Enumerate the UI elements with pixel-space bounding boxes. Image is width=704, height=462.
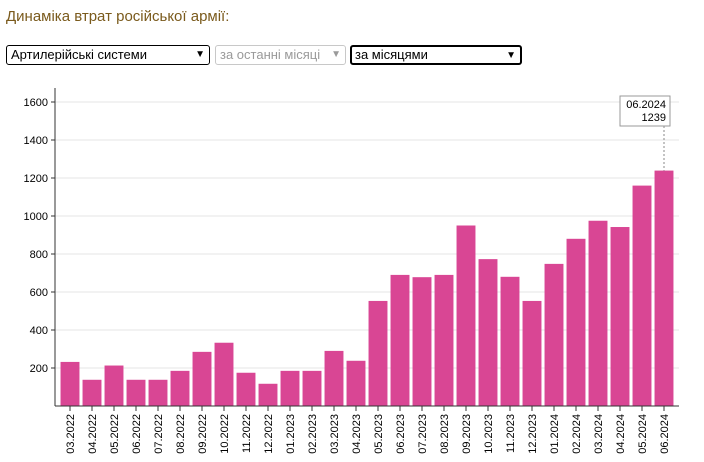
x-tick-label: 07.2023	[417, 414, 429, 454]
period-select: за останні місяці ▼	[215, 45, 346, 65]
y-tick-label: 1600	[24, 97, 48, 109]
x-tick-label: 12.2022	[263, 414, 275, 454]
x-tick-label: 04.2022	[87, 414, 99, 454]
period-select-value: за останні місяці	[220, 47, 321, 62]
chevron-down-icon: ▼	[195, 49, 205, 60]
bar-07.2023[interactable]	[412, 277, 432, 406]
bar-09.2022[interactable]	[192, 351, 212, 406]
bar-03.2022[interactable]	[60, 361, 80, 406]
x-tick-label: 09.2022	[197, 414, 209, 454]
bar-12.2022[interactable]	[258, 383, 278, 406]
bar-03.2023[interactable]	[324, 350, 344, 406]
tooltip-value: 1239	[642, 112, 666, 124]
x-tick-label: 02.2023	[307, 414, 319, 454]
chevron-down-icon: ▼	[506, 50, 516, 61]
bar-06.2023[interactable]	[390, 274, 410, 406]
x-tick-label: 01.2023	[285, 414, 297, 454]
tooltip-label: 06.2024	[626, 99, 666, 111]
bar-04.2024[interactable]	[610, 227, 630, 406]
x-tick-label: 02.2024	[571, 414, 583, 454]
y-tick-label: 200	[30, 363, 48, 375]
bar-10.2023[interactable]	[478, 259, 498, 406]
x-tick-label: 04.2024	[615, 414, 627, 454]
x-tick-label: 04.2023	[351, 414, 363, 454]
y-tick-label: 1200	[24, 173, 48, 185]
tooltip: 06.2024 1239	[619, 95, 671, 171]
bar-09.2023[interactable]	[456, 225, 476, 407]
x-tick-label: 11.2022	[241, 414, 253, 453]
grouping-select-value: за місяцями	[355, 47, 428, 62]
bar-11.2023[interactable]	[500, 276, 520, 406]
x-tick-label: 08.2023	[439, 414, 451, 454]
y-tick-label: 600	[30, 287, 48, 299]
bar-07.2022[interactable]	[148, 379, 168, 406]
bar-06.2024[interactable]	[654, 170, 674, 406]
x-tick-label: 06.2022	[131, 414, 143, 454]
x-tick-label: 08.2022	[175, 414, 187, 454]
x-tick-label: 03.2024	[593, 414, 605, 454]
y-tick-label: 1000	[24, 211, 48, 223]
bar-04.2023[interactable]	[346, 360, 366, 406]
x-tick-label: 01.2024	[549, 414, 561, 454]
chevron-down-icon: ▼	[331, 49, 341, 60]
bar-05.2023[interactable]	[368, 300, 388, 406]
x-tick-label: 05.2023	[373, 414, 385, 454]
chart-heading: Динаміка втрат російської армії:	[6, 8, 230, 25]
bar-08.2023[interactable]	[434, 274, 454, 406]
y-tick-label: 400	[30, 325, 48, 337]
x-tick-label: 11.2023	[505, 414, 517, 453]
category-select[interactable]: Артилерійські системи ▼	[6, 45, 210, 65]
bar-01.2024[interactable]	[544, 263, 564, 406]
x-tick-label: 03.2023	[329, 414, 341, 454]
bar-01.2023[interactable]	[280, 370, 300, 406]
x-tick-label: 06.2023	[395, 414, 407, 454]
x-tick-label: 05.2024	[637, 414, 649, 454]
bars	[60, 170, 674, 407]
x-tick-label: 06.2024	[659, 414, 671, 454]
bar-02.2024[interactable]	[566, 238, 586, 406]
bar-04.2022[interactable]	[82, 379, 102, 406]
y-tick-label: 800	[30, 249, 48, 261]
x-tick-label: 07.2022	[153, 414, 165, 454]
tooltip-box	[619, 95, 671, 127]
x-tick-label: 10.2022	[219, 414, 231, 454]
y-axis: 200 400 600 800 1000 1200 1400 1600	[24, 88, 56, 406]
x-tick-label: 10.2023	[483, 414, 495, 454]
grouping-select[interactable]: за місяцями ▼	[350, 45, 522, 65]
bar-08.2022[interactable]	[170, 370, 190, 406]
bar-12.2023[interactable]	[522, 300, 542, 406]
category-select-value: Артилерійські системи	[11, 47, 147, 62]
y-tick-label: 1400	[24, 135, 48, 147]
bar-05.2024[interactable]	[632, 185, 652, 406]
bar-06.2022[interactable]	[126, 379, 146, 406]
bar-10.2022[interactable]	[214, 342, 234, 406]
x-tick-label: 05.2022	[109, 414, 121, 454]
x-axis: 03.2022 04.2022 05.2022 06.2022 07.2022 08.20…	[55, 405, 679, 454]
x-tick-label: 12.2023	[527, 414, 539, 454]
x-tick-label: 09.2023	[461, 414, 473, 454]
bar-11.2022[interactable]	[236, 372, 256, 406]
bar-05.2022[interactable]	[104, 365, 124, 406]
bar-02.2023[interactable]	[302, 370, 322, 406]
bar-03.2024[interactable]	[588, 220, 608, 406]
x-tick-label: 03.2022	[65, 414, 77, 454]
